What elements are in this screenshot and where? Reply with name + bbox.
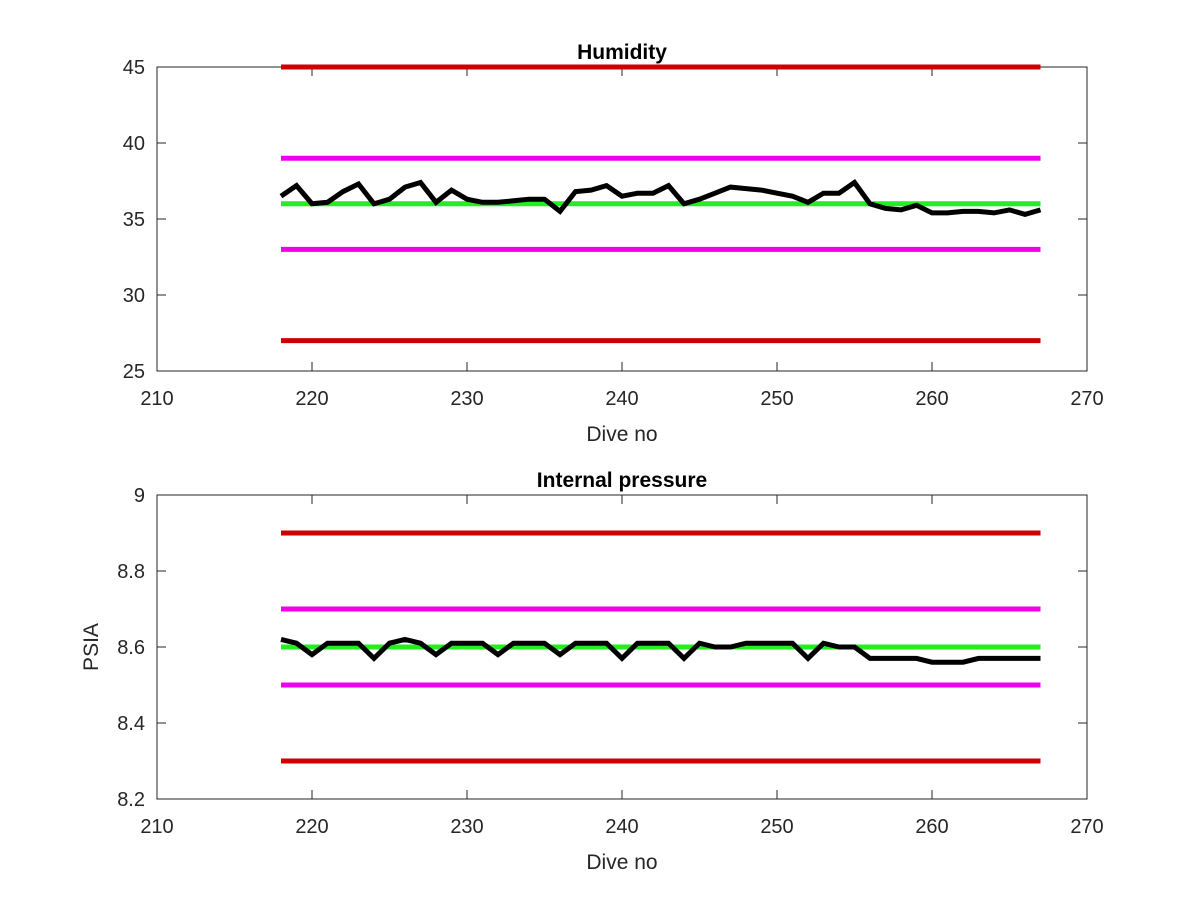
- x-tick-label: 240: [605, 816, 638, 838]
- y-tick-label: 30: [123, 285, 145, 307]
- series-line-6: [279, 179, 1042, 218]
- chart-panel-1: 210 220 230 240 250 260 270 25 30 35 40 45 Humidity D…: [123, 41, 1104, 446]
- x-tick-label: 250: [760, 388, 793, 410]
- y-tick-label: 8.6: [117, 637, 145, 659]
- y-tick-label: 45: [123, 57, 145, 79]
- x-tick-label: 220: [295, 816, 328, 838]
- x-tick-label: 230: [450, 388, 483, 410]
- x-tick-label: 260: [915, 388, 948, 410]
- chart-panel-2: 210 220 230 240 250 260 270 8.2 8.4 8.6 8.8 9 Intern…: [80, 469, 1104, 874]
- series-line-6: [280, 636, 1041, 665]
- x-tick-label: 270: [1070, 816, 1103, 838]
- x-tick-label: 250: [760, 816, 793, 838]
- x-tick-label: 210: [140, 388, 173, 410]
- chart-title: Internal pressure: [537, 469, 707, 492]
- y-tick-label: 8.8: [117, 561, 145, 583]
- y-tick-label: 8.4: [117, 713, 145, 735]
- x-tick-label: 230: [450, 816, 483, 838]
- axes-frame: [156, 66, 1088, 372]
- y-tick-label: 40: [123, 133, 145, 155]
- y-tick-label: 9: [134, 485, 145, 507]
- chart-title: Humidity: [577, 41, 667, 64]
- x-axis-label: Dive no: [586, 423, 657, 446]
- x-tick-label: 260: [915, 816, 948, 838]
- x-tick-label: 210: [140, 816, 173, 838]
- x-tick-label: 270: [1070, 388, 1103, 410]
- y-tick-label: 8.2: [117, 789, 145, 811]
- x-tick-label: 220: [295, 388, 328, 410]
- x-axis-label: Dive no: [586, 851, 657, 874]
- y-tick-label: 25: [123, 361, 145, 383]
- x-tick-label: 240: [605, 388, 638, 410]
- y-tick-label: 35: [123, 209, 145, 231]
- y-axis-label: PSIA: [80, 623, 103, 671]
